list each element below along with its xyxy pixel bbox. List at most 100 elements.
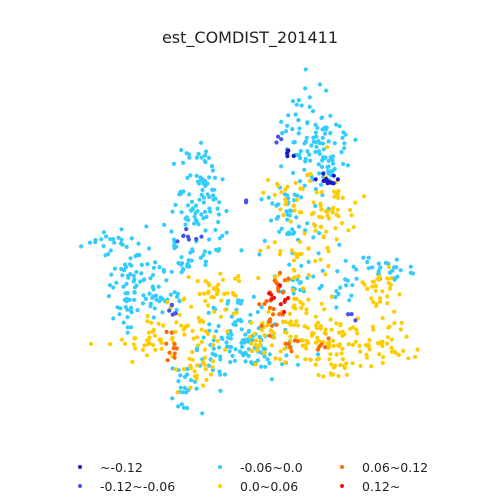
map-dot-2 <box>343 283 349 288</box>
map-dot-3 <box>380 360 385 366</box>
map-dot-2 <box>136 241 141 246</box>
map-dot-3 <box>389 345 394 350</box>
map-dot-3 <box>331 338 336 343</box>
map-dot-2 <box>232 358 238 363</box>
map-dot-2 <box>148 304 153 309</box>
map-dot-2 <box>243 350 248 355</box>
map-dot-3 <box>194 335 200 340</box>
map-dot-3 <box>265 323 270 328</box>
map-dot-3 <box>203 298 208 303</box>
map-dot-2 <box>169 269 174 274</box>
map-dot-3 <box>284 330 289 335</box>
map-dot-2 <box>324 125 329 130</box>
map-dot-2 <box>315 352 321 357</box>
map-dot-2 <box>194 155 199 160</box>
map-dot-3 <box>308 357 313 362</box>
map-dot-2 <box>132 290 137 295</box>
map-dot-3 <box>293 251 298 256</box>
map-dot-3 <box>348 207 353 213</box>
map-dot-3 <box>336 330 342 335</box>
map-dot-3 <box>370 324 375 329</box>
map-dot-3 <box>323 327 328 332</box>
map-dot-2 <box>349 293 354 298</box>
map-dot-3 <box>313 314 318 319</box>
map-dot-2 <box>265 357 270 362</box>
map-dot-2 <box>361 255 366 260</box>
map-dot-3 <box>326 264 331 269</box>
map-dot-3 <box>190 328 195 333</box>
map-dot-3 <box>311 200 316 205</box>
map-dot-2 <box>207 250 212 255</box>
map-dot-4 <box>274 322 279 327</box>
map-dot-3 <box>358 349 363 354</box>
map-dot-2 <box>343 258 348 263</box>
map-dot-3 <box>346 228 351 233</box>
legend-item-4: 0.0~0.06 <box>218 477 298 495</box>
map-dot-2 <box>209 164 215 169</box>
map-title: est_COMDIST_201411 <box>161 28 339 47</box>
map-dot-2 <box>394 257 399 262</box>
map-dot-3 <box>292 296 297 301</box>
map-dot-3 <box>299 305 304 310</box>
map-dot-3 <box>367 337 372 343</box>
map-dot-3 <box>261 190 266 195</box>
map-dot-1 <box>194 236 199 242</box>
map-dot-2 <box>285 193 290 198</box>
map-dot-2 <box>181 160 186 165</box>
map-dot-2 <box>124 281 129 286</box>
map-dot-2 <box>262 354 267 359</box>
map-dot-3 <box>308 171 313 177</box>
map-dot-3 <box>373 283 378 289</box>
map-dot-4 <box>315 347 321 352</box>
map-dot-3 <box>334 321 339 326</box>
map-dot-3 <box>325 213 330 218</box>
map-dot-2 <box>210 351 215 356</box>
map-dot-2 <box>351 264 356 269</box>
map-dot-3 <box>272 240 277 245</box>
map-dot-3 <box>298 299 303 304</box>
map-dot-2 <box>207 322 212 327</box>
map-dot-4 <box>271 306 276 312</box>
legend-swatch-2 <box>78 484 82 488</box>
map-dot-3 <box>222 291 227 297</box>
map-dot-2 <box>185 406 190 411</box>
map-dot-3 <box>370 279 375 284</box>
map-dot-2 <box>185 175 190 180</box>
map-dot-2 <box>99 237 104 242</box>
map-dot-3 <box>298 186 303 191</box>
map-dot-3 <box>320 215 325 220</box>
map-dot-2 <box>207 175 212 180</box>
map-dot-3 <box>353 339 358 344</box>
map-dot-2 <box>297 156 303 161</box>
map-dot-2 <box>162 222 167 227</box>
map-dot-2 <box>170 366 175 371</box>
map-dot-2 <box>220 233 225 238</box>
map-dot-1 <box>244 198 249 203</box>
map-dot-2 <box>79 244 84 249</box>
map-dot-2 <box>138 279 143 284</box>
map-dot-2 <box>294 215 299 220</box>
map-dot-3 <box>305 172 310 177</box>
map-dot-4 <box>282 278 287 283</box>
map-dot-2 <box>212 175 218 180</box>
map-dot-3 <box>321 374 326 379</box>
map-dot-2 <box>353 137 358 142</box>
map-dot-5 <box>282 299 287 304</box>
map-dot-3 <box>288 219 293 224</box>
map-dot-4 <box>326 336 331 341</box>
map-dot-2 <box>183 222 188 227</box>
map-dot-2 <box>280 131 285 136</box>
map-dot-2 <box>157 299 162 304</box>
map-dot-3 <box>295 323 300 328</box>
map-dot-2 <box>295 362 301 367</box>
map-dot-3 <box>291 203 297 208</box>
map-dot-3 <box>387 264 392 270</box>
map-dot-3 <box>342 363 347 369</box>
map-dot-2 <box>170 396 175 401</box>
map-dot-3 <box>380 316 385 321</box>
map-dot-3 <box>269 343 274 348</box>
map-dot-1 <box>349 312 354 317</box>
map-dot-2 <box>194 348 199 353</box>
map-dot-3 <box>230 290 235 295</box>
map-dot-4 <box>271 312 276 317</box>
